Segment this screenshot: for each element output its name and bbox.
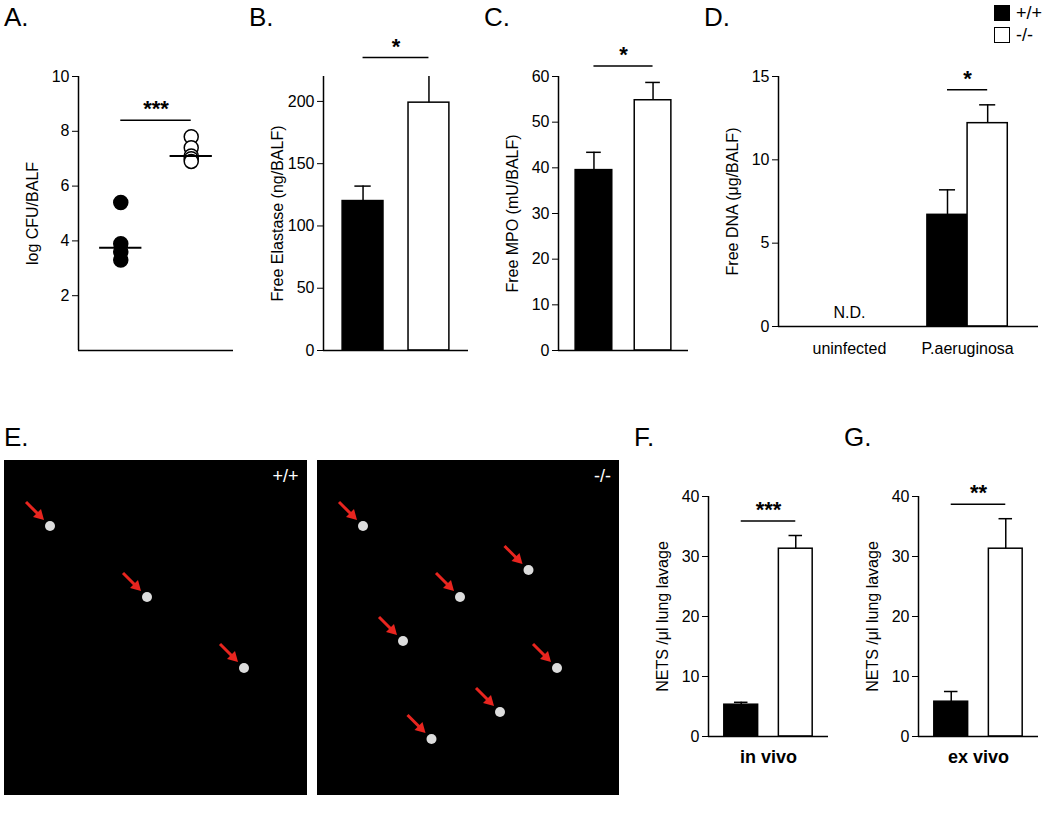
- svg-text:60: 60: [532, 68, 550, 85]
- svg-text:20: 20: [892, 608, 910, 625]
- svg-text:Free MPO (mU/BALF): Free MPO (mU/BALF): [504, 134, 521, 292]
- svg-text:0: 0: [761, 318, 770, 335]
- svg-text:0: 0: [541, 342, 550, 359]
- svg-text:*: *: [963, 66, 972, 91]
- svg-text:log CFU/BALF: log CFU/BALF: [24, 162, 41, 265]
- svg-text:30: 30: [892, 548, 910, 565]
- svg-text:5: 5: [761, 234, 770, 251]
- html-text:E.: E.: [4, 422, 29, 452]
- svg-text:10: 10: [892, 668, 910, 685]
- svg-text:200: 200: [288, 93, 315, 110]
- svg-text:20: 20: [682, 608, 700, 625]
- html-text:F.: F.: [634, 422, 655, 452]
- svg-text:10: 10: [52, 68, 70, 85]
- svg-text:NETS /μl lung lavage: NETS /μl lung lavage: [654, 541, 671, 692]
- svg-text:40: 40: [892, 488, 910, 505]
- html-text:C.: C.: [484, 2, 510, 32]
- svg-text:15: 15: [752, 68, 770, 85]
- svg-text:0: 0: [306, 342, 315, 359]
- svg-text:8: 8: [61, 122, 70, 139]
- svg-text:***: ***: [143, 96, 169, 121]
- svg-text:30: 30: [682, 548, 700, 565]
- svg-text:150: 150: [288, 155, 315, 172]
- svg-text:0: 0: [691, 728, 700, 745]
- svg-text:40: 40: [532, 159, 550, 176]
- svg-text:N.D.: N.D.: [833, 304, 865, 321]
- svg-text:0: 0: [901, 728, 910, 745]
- svg-text:uninfected: uninfected: [812, 340, 886, 357]
- svg-text:20: 20: [532, 250, 550, 267]
- svg-text:ex vivo: ex vivo: [948, 747, 1009, 767]
- svg-text:*: *: [392, 34, 401, 59]
- svg-text:30: 30: [532, 205, 550, 222]
- html-text:D.: D.: [704, 2, 730, 32]
- svg-text:***: ***: [756, 497, 782, 522]
- svg-text:NETS /μl lung lavage: NETS /μl lung lavage: [864, 541, 881, 692]
- svg-text:**: **: [970, 480, 988, 505]
- svg-text:in vivo: in vivo: [740, 747, 797, 767]
- svg-text:2: 2: [61, 287, 70, 304]
- svg-text:50: 50: [297, 279, 315, 296]
- svg-text:*: *: [619, 42, 628, 67]
- svg-text:P.aeruginosa: P.aeruginosa: [921, 340, 1013, 357]
- svg-text:10: 10: [682, 668, 700, 685]
- svg-text:Free DNA (μg/BALF): Free DNA (μg/BALF): [724, 128, 741, 276]
- svg-text:100: 100: [288, 217, 315, 234]
- svg-text:Free Elastase (ng/BALF): Free Elastase (ng/BALF): [269, 125, 286, 301]
- html-text:G.: G.: [844, 422, 872, 452]
- svg-text:4: 4: [61, 232, 70, 249]
- html-text:B.: B.: [249, 2, 274, 32]
- svg-text:10: 10: [752, 151, 770, 168]
- svg-text:40: 40: [682, 488, 700, 505]
- svg-text:6: 6: [61, 177, 70, 194]
- svg-text:10: 10: [532, 296, 550, 313]
- svg-text:50: 50: [532, 113, 550, 130]
- html-text:A.: A.: [4, 2, 29, 32]
